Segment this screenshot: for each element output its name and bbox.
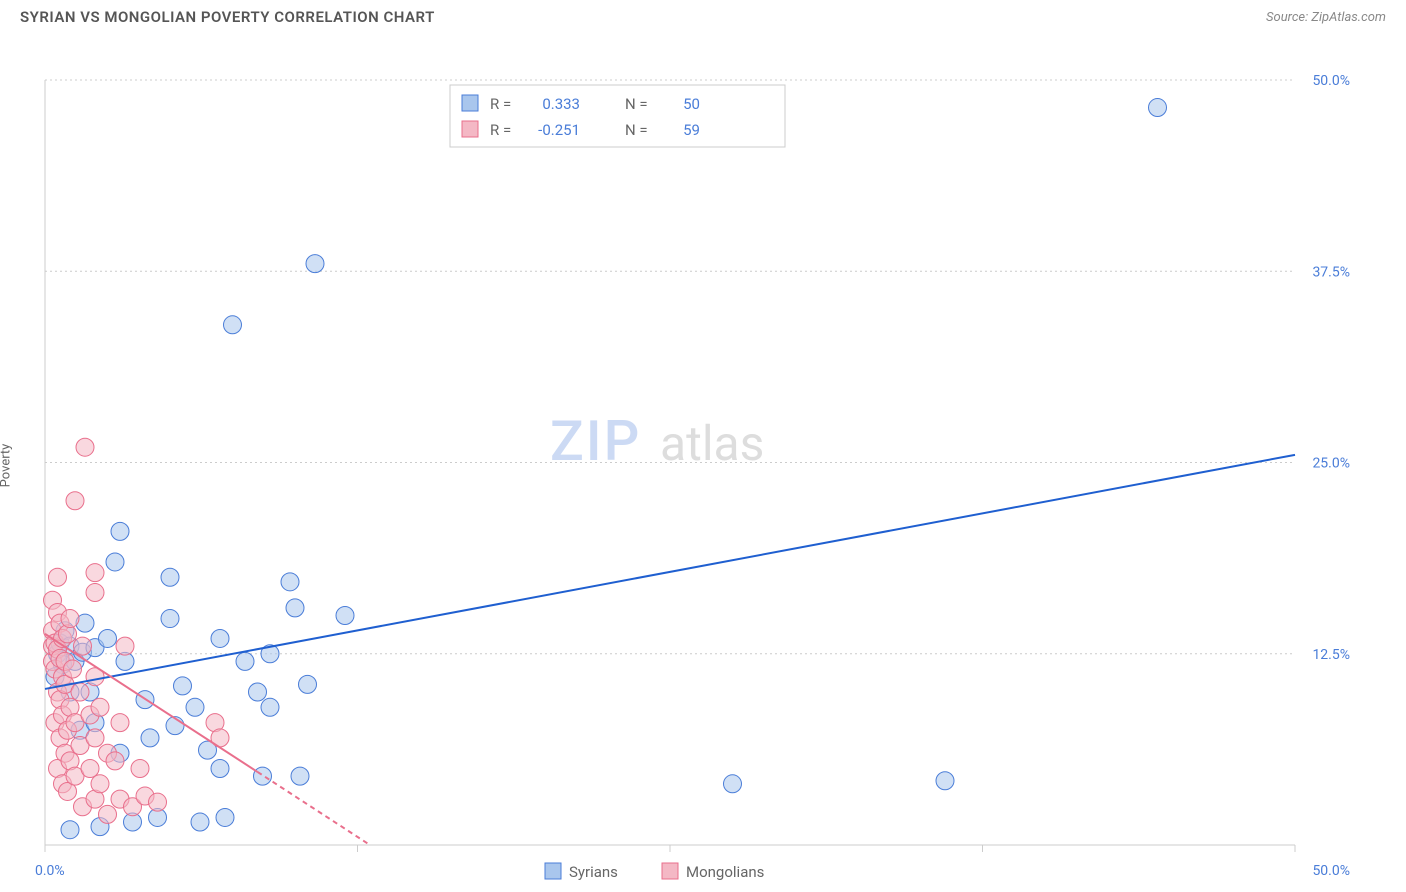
y-tick-label: 50.0% — [1312, 73, 1350, 89]
data-point — [61, 610, 79, 628]
legend-r-value: 0.333 — [542, 95, 580, 113]
legend-r-value: -0.251 — [538, 121, 580, 139]
watermark-icon: ZIP — [550, 408, 641, 474]
data-point — [936, 772, 954, 790]
legend-n-value: 50 — [683, 95, 700, 113]
data-point — [86, 584, 104, 602]
data-point — [91, 698, 109, 716]
data-point — [191, 813, 209, 831]
data-point — [286, 599, 304, 617]
data-point — [261, 698, 279, 716]
data-point — [61, 821, 79, 839]
legend-swatch — [662, 863, 678, 879]
data-point — [149, 793, 167, 811]
data-point — [281, 573, 299, 591]
data-point — [64, 660, 82, 678]
source-label: Source: ZipAtlas.com — [1266, 10, 1386, 25]
legend-r-label: R = — [490, 95, 511, 113]
data-point — [216, 808, 234, 826]
y-tick-label: 25.0% — [1312, 456, 1350, 472]
watermark-text: atlas — [660, 415, 764, 472]
data-point — [254, 767, 272, 785]
trend-line-extension — [258, 772, 371, 845]
data-point — [161, 610, 179, 628]
data-point — [99, 629, 117, 647]
data-point — [1149, 99, 1167, 117]
data-point — [211, 629, 229, 647]
scatter-chart: 12.5% 25.0% 37.5% 50.0% 0.0% 50.0% ZIP atlas R =… — [0, 30, 1406, 886]
legend-label: Mongolians — [686, 863, 764, 881]
data-point — [86, 729, 104, 747]
data-point — [306, 255, 324, 273]
y-tick-label: 37.5% — [1312, 264, 1350, 280]
data-point — [86, 564, 104, 582]
data-point — [111, 522, 129, 540]
legend-label: Syrians — [569, 863, 618, 881]
data-point — [291, 767, 309, 785]
data-point — [66, 492, 84, 510]
data-point — [106, 553, 124, 571]
legend-n-label: N = — [625, 121, 648, 139]
data-point — [236, 652, 254, 670]
data-point — [81, 760, 99, 778]
data-point — [49, 568, 67, 586]
data-point — [116, 637, 134, 655]
data-point — [249, 683, 267, 701]
data-point — [76, 438, 94, 456]
y-tick-label: 12.5% — [1312, 647, 1350, 663]
data-point — [74, 637, 92, 655]
y-axis-label: Poverty — [0, 444, 14, 488]
chart-title: SYRIAN VS MONGOLIAN POVERTY CORRELATION … — [20, 8, 435, 26]
data-point — [186, 698, 204, 716]
data-point — [91, 775, 109, 793]
data-point — [71, 683, 89, 701]
x-tick-label-min: 0.0% — [35, 863, 65, 879]
data-point — [111, 714, 129, 732]
data-point — [161, 568, 179, 586]
data-point — [106, 752, 124, 770]
legend-swatch — [545, 863, 561, 879]
x-tick-label-max: 50.0% — [1312, 863, 1350, 879]
data-point — [211, 760, 229, 778]
chart-container: Poverty 12.5% 25.0% 37.5% 50.0% 0.0% 50.0% ZIP… — [0, 30, 1406, 886]
data-point — [224, 316, 242, 334]
legend-swatch — [462, 95, 478, 111]
legend-swatch — [462, 121, 478, 137]
legend-r-label: R = — [490, 121, 511, 139]
data-point — [99, 805, 117, 823]
data-point — [724, 775, 742, 793]
legend-n-value: 59 — [683, 121, 700, 139]
data-point — [336, 607, 354, 625]
header: SYRIAN VS MONGOLIAN POVERTY CORRELATION … — [0, 0, 1406, 30]
data-point — [141, 729, 159, 747]
data-point — [299, 675, 317, 693]
data-point — [174, 677, 192, 695]
legend-n-label: N = — [625, 95, 648, 113]
data-point — [131, 760, 149, 778]
